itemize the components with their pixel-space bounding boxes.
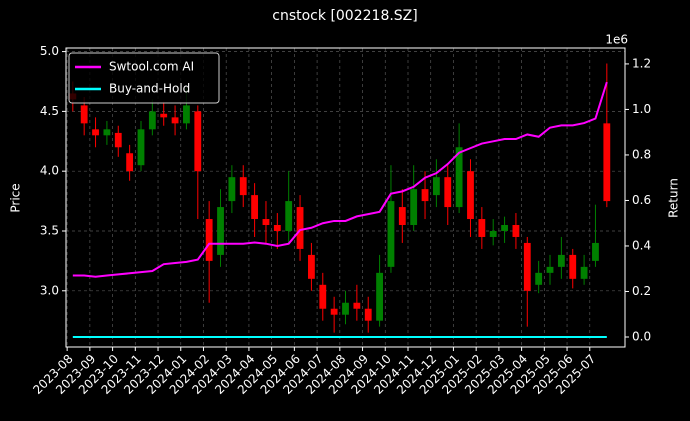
candle-body bbox=[205, 219, 213, 261]
return-line bbox=[72, 81, 608, 278]
candle-body bbox=[126, 153, 134, 172]
candle-body bbox=[592, 242, 599, 261]
candle-body bbox=[217, 207, 224, 255]
y2-tick-label: 0.2 bbox=[632, 284, 651, 298]
candle-body bbox=[308, 254, 315, 279]
candle-body bbox=[262, 219, 270, 226]
y2-axis-label: Return bbox=[667, 178, 681, 218]
y2-tick-label: 0.6 bbox=[632, 193, 651, 207]
y2-tick-label: 0.8 bbox=[632, 147, 651, 161]
candle-body bbox=[239, 177, 247, 196]
candle-body bbox=[444, 177, 452, 208]
candle-body bbox=[478, 219, 486, 237]
y-axis-label: Price bbox=[9, 183, 23, 212]
candle-body bbox=[194, 111, 202, 172]
legend-label: Buy-and-Hold bbox=[109, 82, 190, 96]
candle-body bbox=[546, 266, 554, 273]
candle-body bbox=[376, 272, 383, 321]
candle-body bbox=[535, 272, 543, 285]
candle-body bbox=[92, 129, 99, 136]
candle-body bbox=[285, 201, 293, 231]
candle-body bbox=[557, 254, 565, 267]
candle-body bbox=[512, 225, 520, 237]
y2-tick-label: 1.2 bbox=[632, 56, 651, 70]
candle-body bbox=[387, 201, 395, 267]
y2-tick-label: 1.0 bbox=[632, 102, 651, 116]
candle-body bbox=[137, 129, 145, 166]
candle-body bbox=[171, 117, 179, 124]
candle-body bbox=[342, 302, 349, 315]
candle-body bbox=[319, 284, 327, 309]
candle-body bbox=[421, 189, 429, 202]
y2-tick-label: 0.4 bbox=[632, 238, 651, 252]
y-tick-label: 3.5 bbox=[40, 223, 59, 237]
candle-body bbox=[228, 177, 236, 202]
candle-body bbox=[364, 308, 372, 321]
candle-body bbox=[183, 105, 190, 124]
plot-frame bbox=[65, 47, 626, 348]
candle-body bbox=[432, 177, 440, 196]
candle-body bbox=[353, 302, 361, 309]
legend-box bbox=[68, 52, 220, 104]
candle-body bbox=[160, 113, 168, 118]
candle-body bbox=[330, 308, 338, 315]
candle-body bbox=[410, 189, 418, 226]
candle-body bbox=[501, 225, 508, 231]
candle-body bbox=[103, 129, 111, 136]
y-tick-label: 5.0 bbox=[40, 44, 59, 58]
y2-offset-label: 1e6 bbox=[605, 33, 628, 47]
candle-body bbox=[251, 195, 259, 220]
candle-body bbox=[569, 254, 577, 279]
candle-body bbox=[273, 225, 281, 231]
y-tick-label: 3.0 bbox=[40, 283, 59, 297]
y-tick-label: 4.0 bbox=[40, 164, 59, 178]
y-tick-label: 4.5 bbox=[40, 104, 59, 118]
candle-body bbox=[398, 207, 406, 226]
candle-body bbox=[148, 111, 156, 130]
candle-body bbox=[467, 171, 474, 220]
candle-body bbox=[296, 207, 304, 249]
candle-body bbox=[455, 147, 463, 208]
legend-label: Swtool.com AI bbox=[109, 60, 194, 74]
candle-body bbox=[603, 123, 611, 202]
candle-body bbox=[489, 230, 497, 237]
candle-body bbox=[580, 266, 588, 279]
candle-body bbox=[80, 105, 88, 124]
y2-tick-label: 0.0 bbox=[632, 329, 651, 343]
candle-body bbox=[114, 132, 122, 148]
candle-body bbox=[523, 242, 531, 291]
chart-title: cnstock [002218.SZ] bbox=[272, 8, 417, 24]
